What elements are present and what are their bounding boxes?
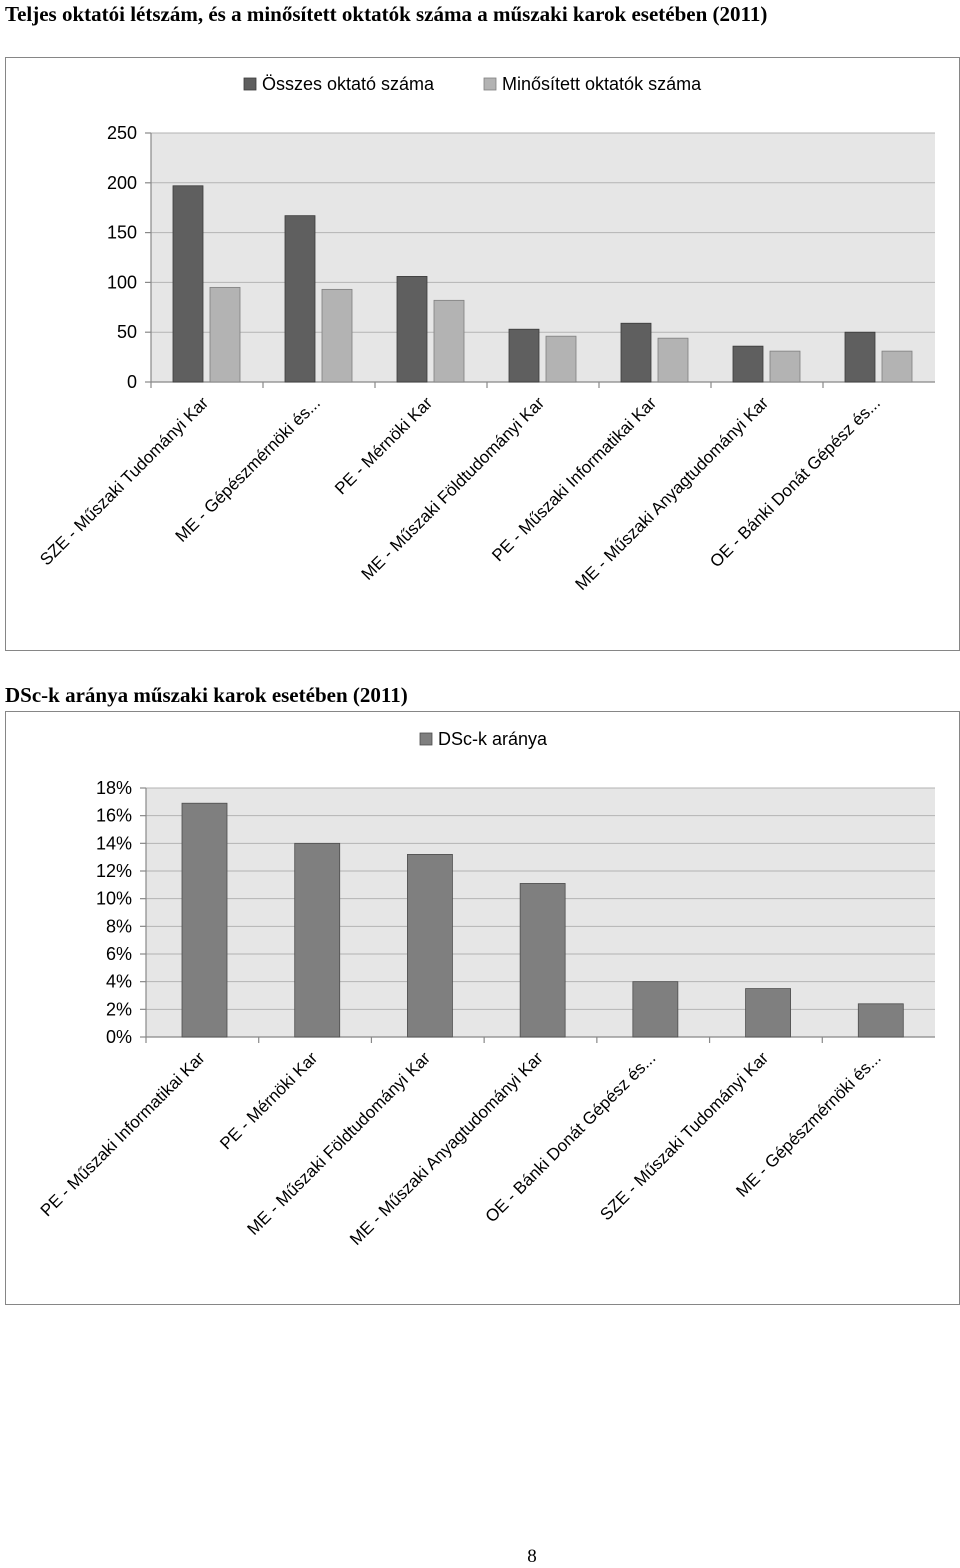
bar-1-s0 — [284, 215, 316, 383]
x-category-label: PE - Mérnöki Kar — [216, 1048, 321, 1153]
chart2-heading: DSc-k aránya műszaki karok esetében (201… — [5, 683, 408, 707]
legend-label: Összes oktató száma — [262, 74, 435, 94]
page-number: 8 — [527, 1546, 537, 1567]
y-tick-label: 2% — [106, 999, 132, 1019]
legend-label: DSc-k aránya — [438, 729, 548, 749]
chart1-frame: 0 50 100 150 200 250 SZE - Műszaki Tudományi K… — [5, 57, 960, 651]
x-category-label: PE - Műszaki Informatikai Kar — [37, 1048, 209, 1220]
bar-2-s0 — [407, 853, 453, 1038]
bar-2-s0 — [519, 883, 566, 1038]
bar-1-s0 — [172, 185, 204, 383]
legend-swatch — [483, 77, 497, 91]
y-tick-label: 0 — [127, 372, 137, 392]
y-tick-label: 4% — [106, 972, 132, 992]
chart2-svg: 0% 2% 4% 6% 8% 10% 12% 14% 16% 18% PE - Műszaki In… — [37, 729, 935, 1249]
bar-1-s0 — [620, 322, 652, 383]
bar-1-s1 — [881, 350, 913, 383]
y-tick-label: 50 — [117, 322, 137, 342]
y-tick-label: 150 — [107, 223, 137, 243]
bar-1-s0 — [508, 328, 540, 383]
y-tick-label: 100 — [107, 272, 137, 292]
bar-1-s1 — [545, 335, 577, 383]
bar-2-s0 — [181, 802, 228, 1038]
y-tick-label: 18% — [96, 778, 132, 798]
bar-1-s1 — [209, 286, 241, 383]
x-category-label: ME - Műszaki Földtudományi Kar — [358, 393, 549, 584]
legend-label: Minősített oktatók száma — [502, 74, 702, 94]
y-tick-label: 6% — [106, 944, 132, 964]
bar-1-s1 — [321, 288, 353, 383]
legend-swatch — [419, 732, 433, 746]
y-tick-label: 16% — [96, 806, 132, 826]
legend-swatch — [243, 77, 257, 91]
y-tick-label: 8% — [106, 916, 132, 936]
y-tick-label: 14% — [96, 833, 132, 853]
bar-2-s0 — [294, 842, 341, 1038]
y-tick-label: 12% — [96, 861, 132, 881]
bar-1-s1 — [433, 299, 465, 383]
chart1-heading: Teljes oktatói létszám, és a minősített … — [5, 2, 768, 26]
plot-area — [151, 133, 935, 382]
bar-2-s0 — [857, 1003, 904, 1038]
bar-1-s0 — [396, 276, 428, 383]
bar-2-s0 — [632, 981, 679, 1038]
x-category-label: ME - Műszaki Anyagtudományi Kar — [346, 1048, 547, 1249]
chart2-frame: 0% 2% 4% 6% 8% 10% 12% 14% 16% 18% PE - Műszaki In… — [5, 711, 960, 1305]
y-tick-label: 250 — [107, 123, 137, 143]
x-category-label: ME - Műszaki Anyagtudományi Kar — [572, 393, 773, 594]
y-tick-label: 200 — [107, 173, 137, 193]
bar-2-s0 — [745, 988, 791, 1038]
bar-1-s1 — [657, 337, 689, 383]
y-tick-label: 10% — [96, 889, 132, 909]
x-category-label: PE - Mérnöki Kar — [331, 393, 436, 498]
bar-1-s0 — [732, 345, 764, 383]
bar-1-s0 — [844, 331, 876, 383]
x-category-label: ME - Műszaki Földtudományi Kar — [244, 1048, 435, 1239]
y-tick-label: 0% — [106, 1027, 132, 1047]
bar-1-s1 — [769, 350, 801, 383]
